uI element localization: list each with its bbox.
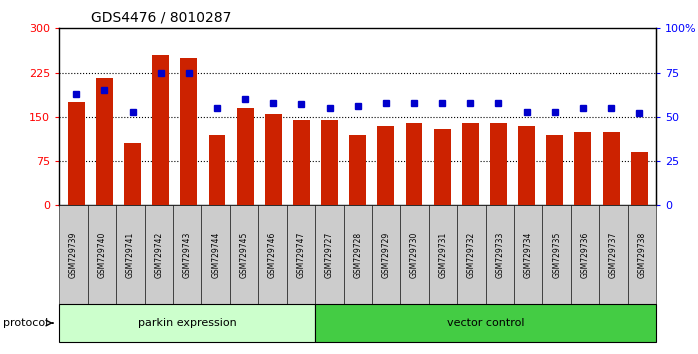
Text: GSM729741: GSM729741: [126, 232, 135, 278]
Text: GSM729730: GSM729730: [410, 232, 419, 278]
Bar: [124, 143, 141, 205]
Text: GSM729742: GSM729742: [154, 232, 163, 278]
Bar: [180, 58, 198, 205]
Text: GSM729740: GSM729740: [98, 232, 107, 278]
Bar: [293, 120, 310, 205]
Bar: [378, 126, 394, 205]
Bar: [631, 152, 648, 205]
Bar: [321, 120, 338, 205]
Text: GSM729727: GSM729727: [325, 232, 334, 278]
Text: GSM729747: GSM729747: [297, 232, 306, 278]
Text: GSM729728: GSM729728: [353, 232, 362, 278]
Bar: [68, 102, 84, 205]
Text: GSM729731: GSM729731: [438, 232, 447, 278]
Text: GSM729735: GSM729735: [552, 232, 561, 278]
Bar: [265, 114, 282, 205]
Text: GSM729739: GSM729739: [69, 232, 78, 278]
Bar: [406, 123, 422, 205]
Bar: [462, 123, 479, 205]
Text: protocol: protocol: [3, 318, 49, 328]
Text: GSM729744: GSM729744: [211, 232, 220, 278]
Bar: [349, 135, 366, 205]
Bar: [602, 132, 620, 205]
Bar: [574, 132, 591, 205]
Bar: [237, 108, 253, 205]
Text: GSM729732: GSM729732: [467, 232, 476, 278]
Text: GSM729745: GSM729745: [239, 232, 248, 278]
Bar: [518, 126, 535, 205]
Text: GSM729743: GSM729743: [183, 232, 192, 278]
Text: vector control: vector control: [447, 318, 524, 328]
Bar: [433, 129, 451, 205]
Text: GSM729738: GSM729738: [637, 232, 646, 278]
Bar: [490, 123, 507, 205]
Bar: [152, 55, 169, 205]
Text: GSM729729: GSM729729: [382, 232, 391, 278]
Text: GSM729737: GSM729737: [609, 232, 618, 278]
Bar: [547, 135, 563, 205]
Bar: [209, 135, 225, 205]
Text: GSM729736: GSM729736: [581, 232, 590, 278]
Text: GSM729733: GSM729733: [496, 232, 505, 278]
Bar: [96, 79, 113, 205]
Text: GSM729746: GSM729746: [268, 232, 277, 278]
Text: GSM729734: GSM729734: [524, 232, 533, 278]
Text: GDS4476 / 8010287: GDS4476 / 8010287: [91, 11, 231, 25]
Text: parkin expression: parkin expression: [138, 318, 237, 328]
